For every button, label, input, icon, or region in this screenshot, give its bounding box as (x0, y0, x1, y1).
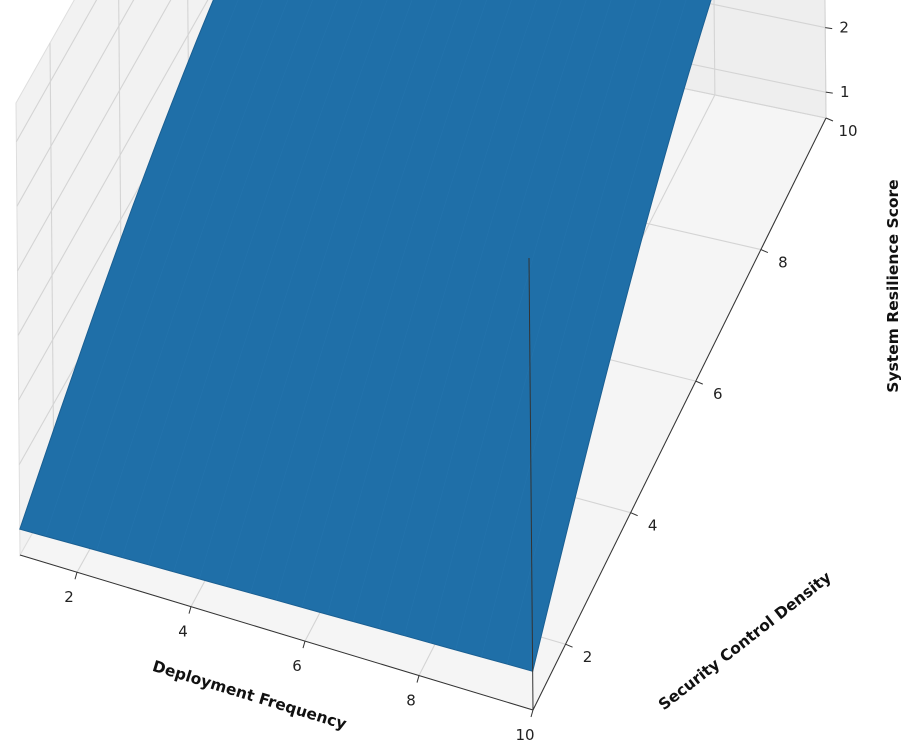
y-tick-label: 2 (583, 648, 593, 666)
z-axis-title: System Resilience Score (884, 179, 902, 392)
x-gridline-back (713, 0, 716, 95)
surface-fill (19, 0, 712, 672)
y-tick (760, 249, 769, 254)
z-tick-label: 2 (839, 19, 849, 37)
y-tick (630, 512, 638, 517)
x-tick (302, 640, 306, 649)
surface-mesh-line (301, 0, 487, 608)
y-tick-label: 8 (778, 254, 788, 272)
y-axis-line (532, 117, 827, 711)
x-tick (188, 606, 192, 614)
x-tick (416, 675, 420, 683)
x-tick-label: 2 (64, 588, 74, 606)
z-tick-label: 1 (840, 83, 850, 101)
axis-lines (19, 27, 834, 718)
z-gridline-left (17, 0, 209, 336)
z-gridline-back (689, 0, 826, 29)
surface-mesh-line (96, 0, 289, 551)
surface-mesh-line (122, 0, 313, 558)
z-gridline-left (17, 0, 172, 272)
z-tick (825, 27, 833, 30)
y-gridline-left (49, 42, 55, 495)
surface-mesh-line (455, 0, 637, 650)
surface-mesh-line (147, 0, 338, 565)
data-surface (19, 0, 712, 672)
z-axis-line (528, 257, 534, 711)
surface-mesh-line (45, 0, 239, 537)
surface-mesh-line (250, 0, 438, 594)
surface-mesh-line (199, 0, 388, 579)
y-tick (565, 643, 573, 648)
x-tick (74, 572, 78, 580)
z-tick (825, 91, 833, 94)
y-tick (695, 380, 703, 385)
x-gridline-back (824, 0, 827, 119)
x-tick-label: 10 (515, 726, 534, 744)
surface-mesh-line (429, 0, 612, 643)
x-tick (530, 709, 534, 718)
surface-mesh-line (327, 0, 512, 615)
y-tick (825, 117, 834, 122)
y-axis-title: Security Control Density (655, 568, 834, 714)
surface-mesh-line (506, 0, 687, 665)
surface-mesh-line (173, 0, 363, 572)
y-tick-label: 6 (713, 385, 723, 403)
y-tick-label: 10 (838, 122, 857, 140)
y-tick-label: 4 (648, 517, 658, 535)
z-gridline-left (15, 0, 98, 143)
surface-mesh-line (352, 0, 537, 622)
tick-labels: 2468102468101234567 (64, 19, 857, 744)
z-gridline-left (16, 0, 135, 207)
x-tick-label: 6 (292, 657, 302, 675)
surface-mesh-line (224, 0, 413, 587)
x-axis-line (19, 554, 534, 711)
x-tick-label: 4 (178, 623, 188, 641)
surface-mesh-line (378, 0, 562, 629)
surface-mesh-line (481, 0, 662, 658)
x-axis-title: Deployment Frequency (150, 657, 348, 733)
x-tick-label: 8 (406, 692, 416, 710)
surface-mesh-line (404, 0, 587, 636)
surface-mesh-line (70, 0, 264, 544)
surface-mesh-line (275, 0, 463, 601)
